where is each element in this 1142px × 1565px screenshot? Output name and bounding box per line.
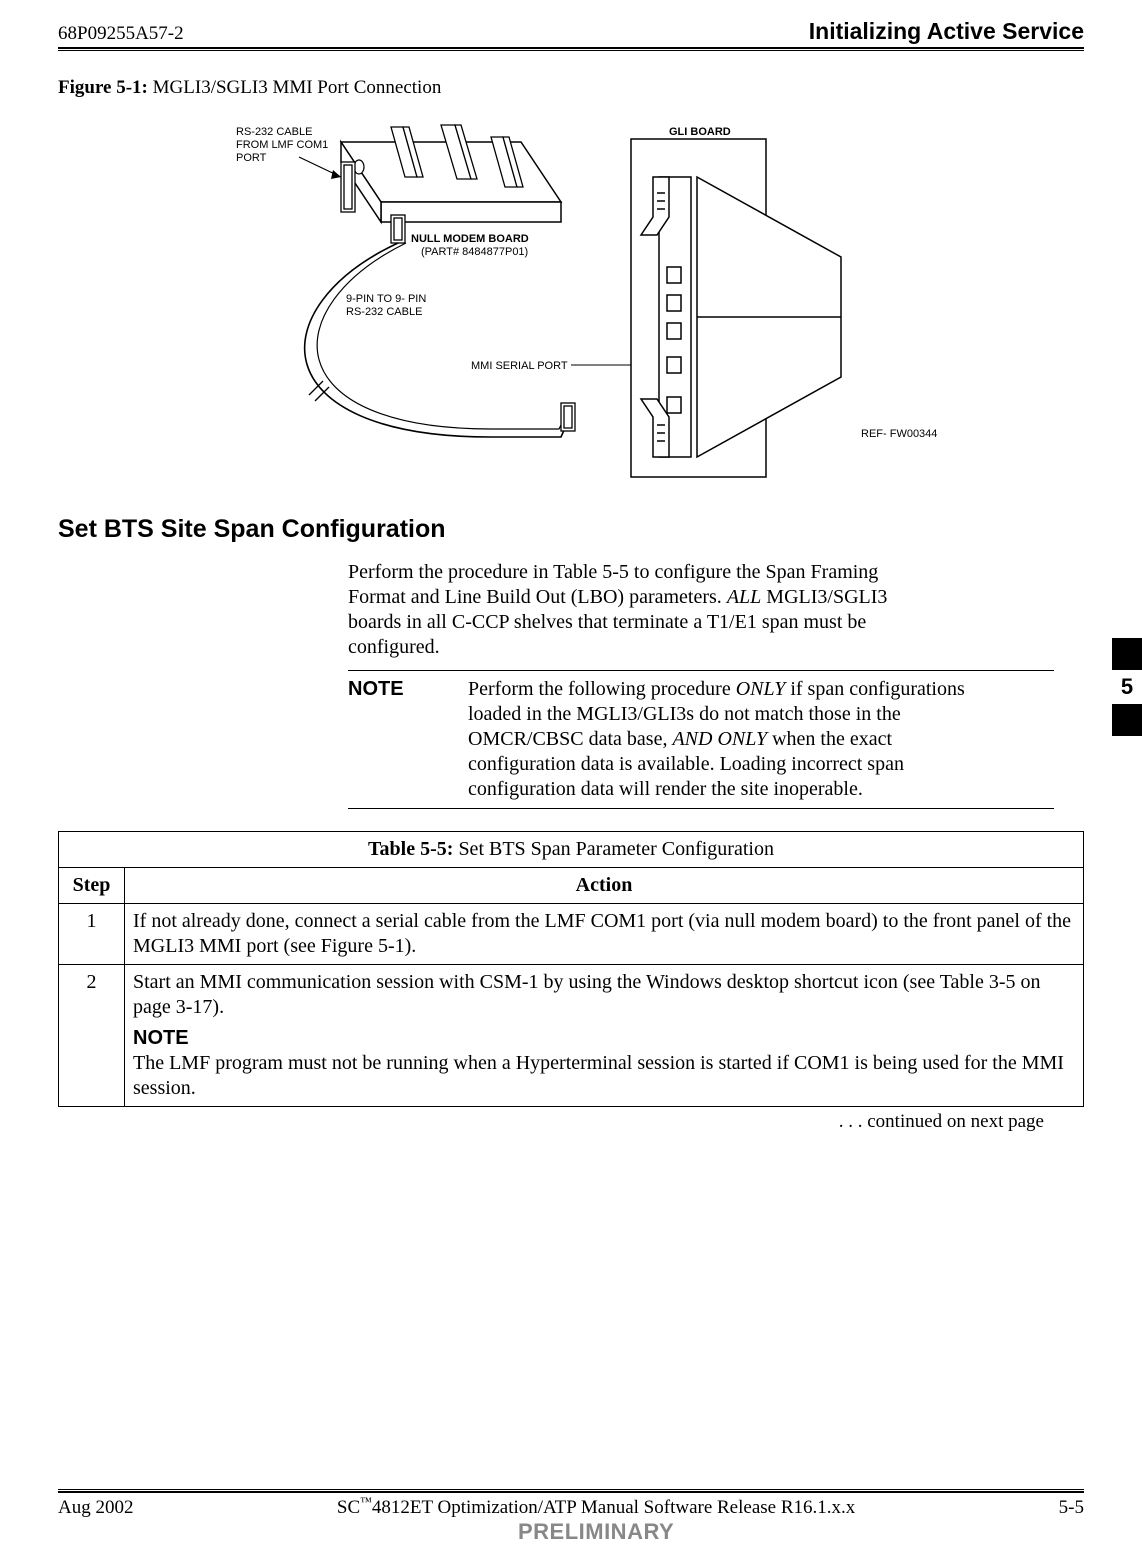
note-line: loaded in the MGLI3/GLI3s do not match t… [468, 703, 901, 725]
footer-rule-thin [58, 1489, 1084, 1490]
body-line: boards in all C-CCP shelves that termina… [348, 611, 866, 633]
table-row: 1 If not already done, connect a serial … [59, 904, 1084, 965]
label-null-modem-1: NULL MODEM BOARD [411, 233, 529, 245]
footer-prefix: SC [337, 1497, 360, 1518]
step-number: 1 [59, 904, 125, 965]
label-rs232-2: FROM LMF COM1 [236, 139, 328, 151]
null-modem-board [341, 125, 561, 222]
note-line: configuration data is available. Loading… [468, 753, 904, 775]
note-line: if span configurations [785, 678, 964, 700]
side-tab-black-bottom [1112, 704, 1142, 736]
footer-preliminary: PRELIMINARY [518, 1519, 674, 1544]
note-label: NOTE [348, 677, 468, 802]
label-gli-board: GLI BOARD [669, 126, 731, 138]
label-null-modem-2: (PART# 8484877P01) [421, 246, 528, 258]
table-title-cell: Table 5-5: Set BTS Span Parameter Config… [59, 832, 1084, 868]
gli-board [631, 139, 841, 477]
figure-number: Figure 5-1: [58, 77, 148, 98]
note-italic: AND ONLY [672, 728, 767, 750]
col-header-action: Action [125, 868, 1084, 904]
action-cell: If not already done, connect a serial ca… [125, 904, 1084, 965]
note-line: OMCR/CBSC data base, [468, 728, 672, 750]
section-heading: Set BTS Site Span Configuration [58, 515, 1084, 544]
note-line: configuration data will render the site … [468, 778, 863, 800]
lower-connector-a [391, 215, 405, 243]
footer-main: 4812ET Optimization/ATP Manual Software … [372, 1497, 855, 1518]
table-row: 2 Start an MMI communication session wit… [59, 965, 1084, 1107]
doc-id: 68P09255A57-2 [58, 23, 184, 45]
tm-icon: ™ [360, 1495, 372, 1509]
side-tab-black-top [1112, 638, 1142, 670]
label-rs232-1: RS-232 CABLE [236, 126, 312, 138]
table-title-text: Set BTS Span Parameter Configuration [453, 838, 774, 860]
footer-center: SC™4812ET Optimization/ATP Manual Softwa… [133, 1495, 1058, 1545]
inline-note-label: NOTE [133, 1026, 1075, 1051]
procedure-table: Table 5-5: Set BTS Span Parameter Config… [58, 831, 1084, 1107]
label-mmi: MMI SERIAL PORT [471, 360, 568, 372]
footer-date: Aug 2002 [58, 1497, 133, 1519]
body-line: Format and Line Build Out (LBO) paramete… [348, 586, 727, 608]
note-line: when the exact [767, 728, 892, 750]
note-italic: ONLY [736, 678, 786, 700]
body-italic: ALL [727, 586, 761, 608]
label-rs232-3: PORT [236, 152, 267, 164]
step-number: 2 [59, 965, 125, 1107]
page-header: 68P09255A57-2 Initializing Active Servic… [58, 18, 1084, 49]
left-connector [341, 162, 355, 212]
figure-caption-text: MGLI3/SGLI3 MMI Port Connection [148, 77, 441, 98]
label-pin-1: 9-PIN TO 9- PIN [346, 293, 426, 305]
note-box: NOTE Perform the following procedure ONL… [348, 670, 1054, 809]
figure-caption: Figure 5-1: MGLI3/SGLI3 MMI Port Connect… [58, 77, 1084, 99]
col-header-step: Step [59, 868, 125, 904]
note-line: Perform the following procedure [468, 678, 736, 700]
body-line: configured. [348, 636, 440, 658]
note-text: Perform the following procedure ONLY if … [468, 677, 1054, 802]
action-cell: Start an MMI communication session with … [125, 965, 1084, 1107]
continued-text: . . . continued on next page [58, 1111, 1044, 1133]
body-paragraph: Perform the procedure in Table 5-5 to co… [348, 560, 1054, 660]
body-line: MGLI3/SGLI3 [761, 586, 887, 608]
label-pin-2: RS-232 CABLE [346, 306, 422, 318]
right-connector [561, 403, 575, 431]
header-rule [58, 50, 1084, 51]
footer-page-number: 5-5 [1059, 1497, 1084, 1519]
side-tab: 5 [1112, 638, 1142, 736]
label-ref: REF- FW00344 [861, 428, 937, 440]
action-text: The LMF program must not be running when… [133, 1052, 1064, 1099]
page-footer: Aug 2002 SC™4812ET Optimization/ATP Manu… [58, 1489, 1084, 1545]
footer-rule-thick [58, 1491, 1084, 1493]
action-text: Start an MMI communication session with … [133, 971, 1041, 1018]
doc-title: Initializing Active Service [809, 18, 1084, 45]
side-tab-number: 5 [1112, 670, 1142, 704]
body-line: Perform the procedure in Table 5-5 to co… [348, 561, 878, 583]
figure-diagram: RS-232 CABLE FROM LMF COM1 PORT NULL MOD… [58, 107, 1084, 487]
table-number: Table 5-5: [368, 838, 453, 860]
